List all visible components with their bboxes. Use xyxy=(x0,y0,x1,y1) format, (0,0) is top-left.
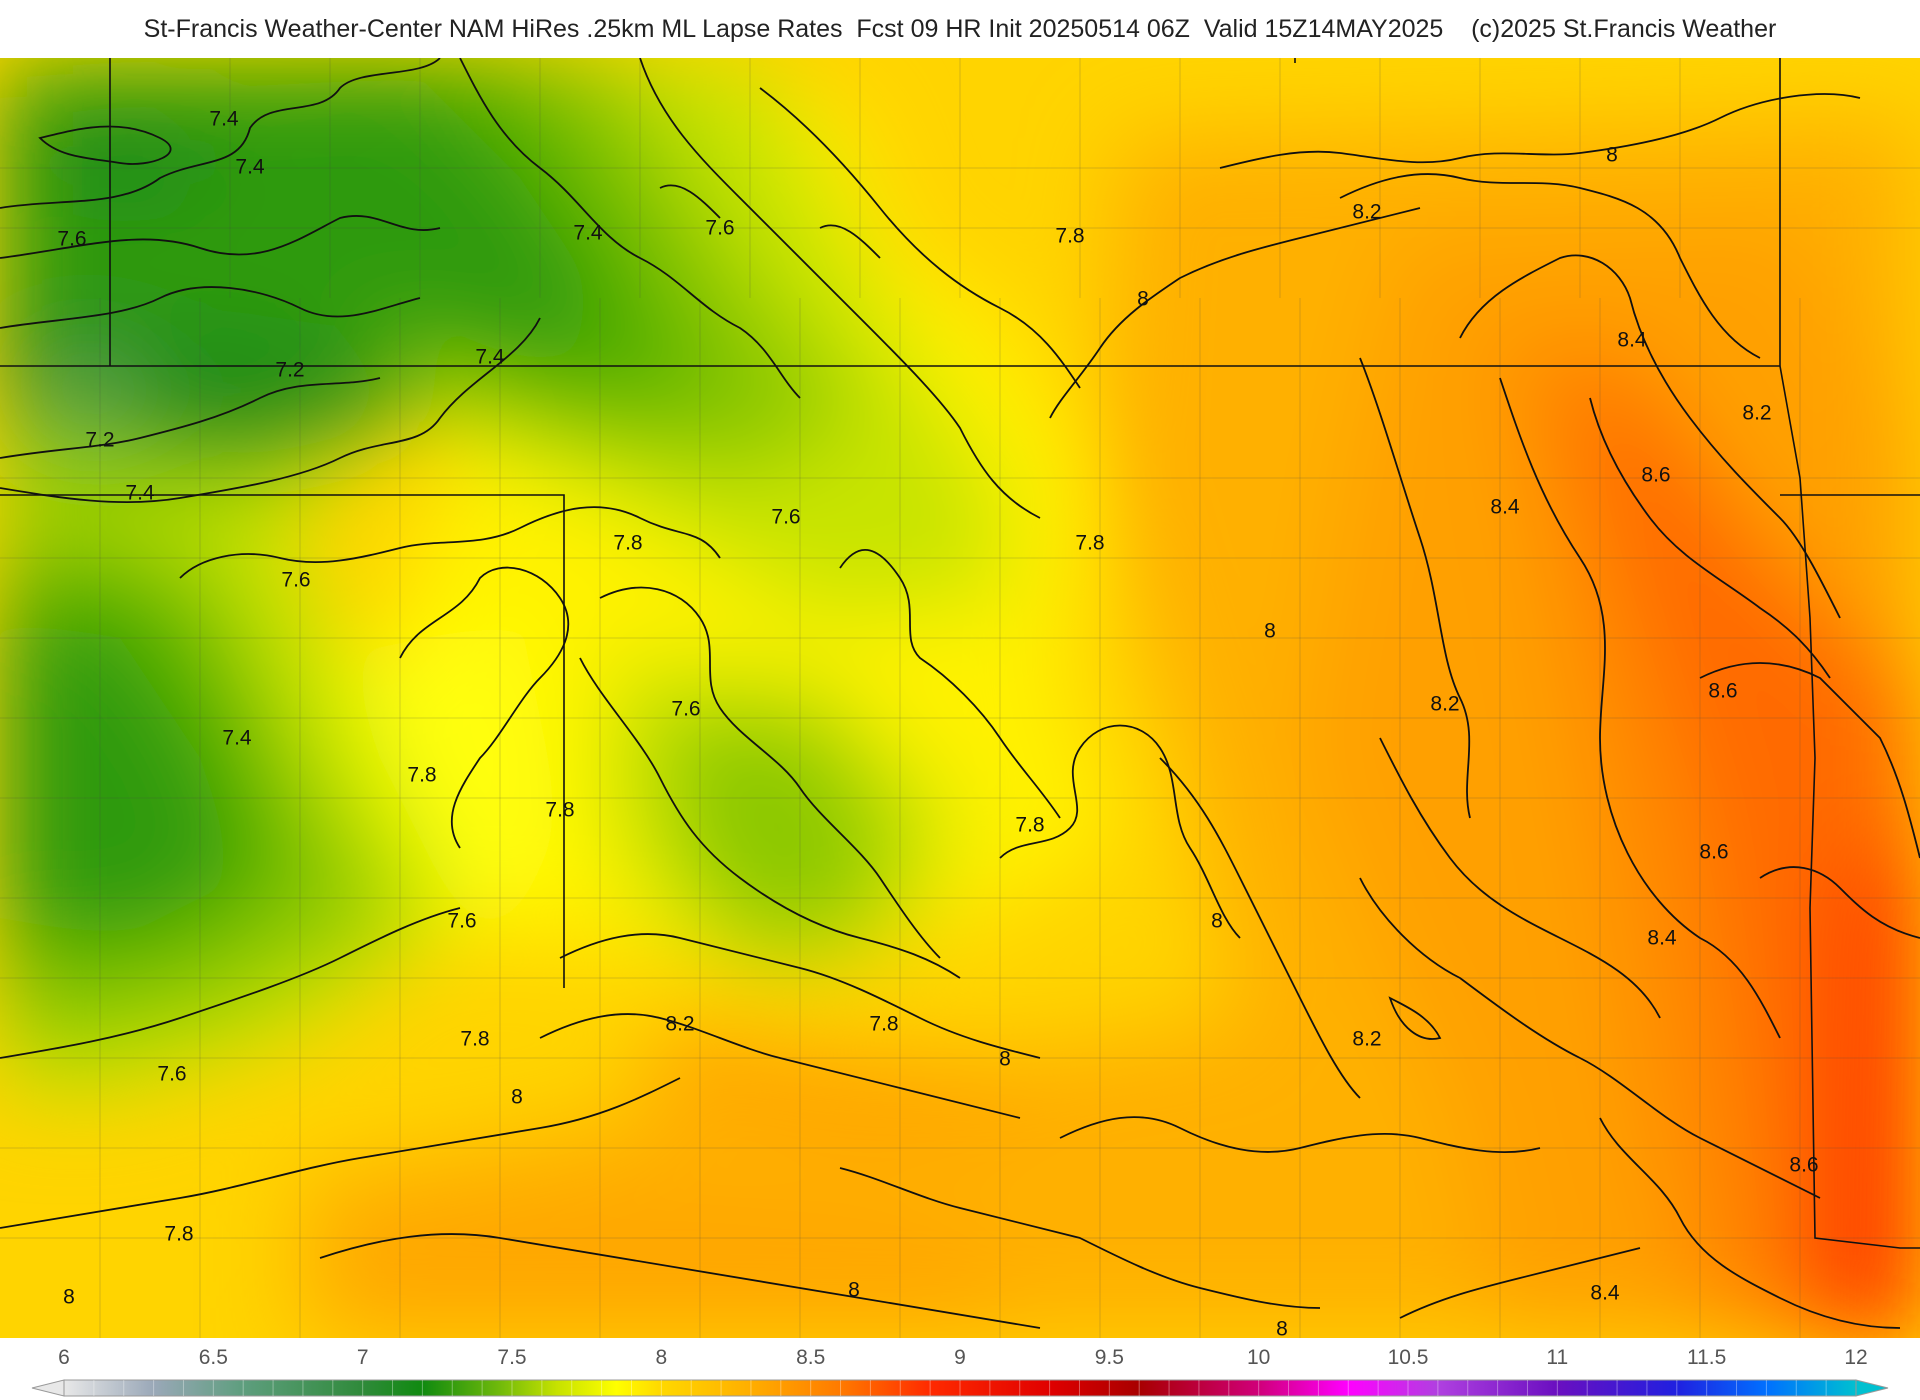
contour-label: 7.2 xyxy=(275,359,304,382)
contour-label: 8 xyxy=(511,1086,523,1109)
contour-label: 8 xyxy=(63,1286,75,1309)
colorbar-tick-label: 9.5 xyxy=(1095,1346,1124,1369)
contour-label: 8 xyxy=(1211,910,1223,933)
contour-label: 7.6 xyxy=(281,569,310,592)
contour-label: 7.8 xyxy=(613,532,642,555)
contour-label: 8.2 xyxy=(1742,402,1771,425)
state-borders xyxy=(0,58,1920,1249)
contour-label: 7.6 xyxy=(447,910,476,933)
contour-label: 8 xyxy=(1264,620,1276,643)
contour-label: 8.6 xyxy=(1708,680,1737,703)
contour-label: 7.8 xyxy=(460,1028,489,1051)
colorbar-ticks: 6 6.5 7 7.5 8 8.5 9 9.5 10 10.5 11 11.5 12 xyxy=(58,1346,1868,1369)
colorbar-tick-label: 6.5 xyxy=(199,1346,228,1369)
contour-label: 7.6 xyxy=(671,698,700,721)
contour-label: 8.2 xyxy=(1352,1028,1381,1051)
contour-label: 8 xyxy=(1137,288,1149,311)
contour-label: 8.4 xyxy=(1590,1282,1620,1305)
contour-label: 8.6 xyxy=(1699,841,1728,864)
contour-label: 7.4 xyxy=(235,156,265,179)
colorbar-tick-label: 7 xyxy=(357,1346,369,1369)
contour-label: 8.4 xyxy=(1617,329,1647,352)
contour-labels: 7.4 7.4 7.6 7.4 7.6 7.8 8 8 8.2 7.2 7.4 … xyxy=(57,108,1818,1338)
contour-label: 7.8 xyxy=(545,799,574,822)
contour-label: 7.4 xyxy=(125,482,155,505)
contour-label: 8.2 xyxy=(1430,693,1459,716)
contour-label: 8 xyxy=(1276,1318,1288,1338)
contour-lines xyxy=(0,58,1920,1329)
contour-label: 7.6 xyxy=(771,506,800,529)
colorbar-left-arrow xyxy=(31,1379,65,1397)
colorbar-tick-label: 9 xyxy=(954,1346,966,1369)
contour-label: 7.6 xyxy=(157,1063,186,1086)
contour-label: 7.6 xyxy=(57,228,86,251)
contour-label: 8.6 xyxy=(1789,1154,1818,1177)
colorbar-tick-label: 7.5 xyxy=(497,1346,526,1369)
contour-label: 8 xyxy=(999,1048,1011,1071)
contour-label: 7.4 xyxy=(573,222,603,245)
contour-label: 7.8 xyxy=(1055,225,1084,248)
colorbar-tick-label: 8 xyxy=(655,1346,667,1369)
colorbar-tick-label: 10 xyxy=(1247,1346,1270,1369)
contour-label: 7.8 xyxy=(869,1013,898,1036)
contour-label: 8.4 xyxy=(1490,496,1520,519)
colorbar-tick-label: 10.5 xyxy=(1388,1346,1429,1369)
colorbar-tick-label: 8.5 xyxy=(796,1346,825,1369)
contour-label: 7.4 xyxy=(475,346,505,369)
contour-label: 8.2 xyxy=(665,1013,694,1036)
contour-label: 8 xyxy=(848,1279,860,1302)
colorbar-tick-label: 6 xyxy=(58,1346,70,1369)
colorbar: 6 6.5 7 7.5 8 8.5 9 9.5 10 10.5 11 11.5 12 xyxy=(31,1346,1889,1397)
colorbar-tick-label: 12 xyxy=(1844,1346,1867,1369)
colorbar-right-arrow xyxy=(1855,1379,1889,1397)
contour-label: 7.8 xyxy=(1075,532,1104,555)
contour-label: 7.8 xyxy=(1015,814,1044,837)
contour-label: 7.8 xyxy=(407,764,436,787)
contour-label: 7.6 xyxy=(705,217,734,240)
contour-label: 7.4 xyxy=(209,108,239,131)
contour-label: 8.2 xyxy=(1352,201,1381,224)
contour-label: 8.4 xyxy=(1647,927,1677,950)
contour-label: 7.4 xyxy=(222,727,252,750)
contour-label: 8 xyxy=(1606,144,1618,167)
lapse-rate-map: 7.4 7.4 7.6 7.4 7.6 7.8 8 8 8.2 7.2 7.4 … xyxy=(0,58,1920,1338)
contour-label: 7.2 xyxy=(85,429,114,452)
map-title: St-Francis Weather-Center NAM HiRes .25k… xyxy=(143,14,1777,43)
colorbar-tick-label: 11.5 xyxy=(1687,1346,1726,1369)
contour-label: 8.6 xyxy=(1641,464,1670,487)
colorbar-tick-label: 11 xyxy=(1546,1346,1568,1369)
contour-label: 7.8 xyxy=(164,1223,193,1246)
